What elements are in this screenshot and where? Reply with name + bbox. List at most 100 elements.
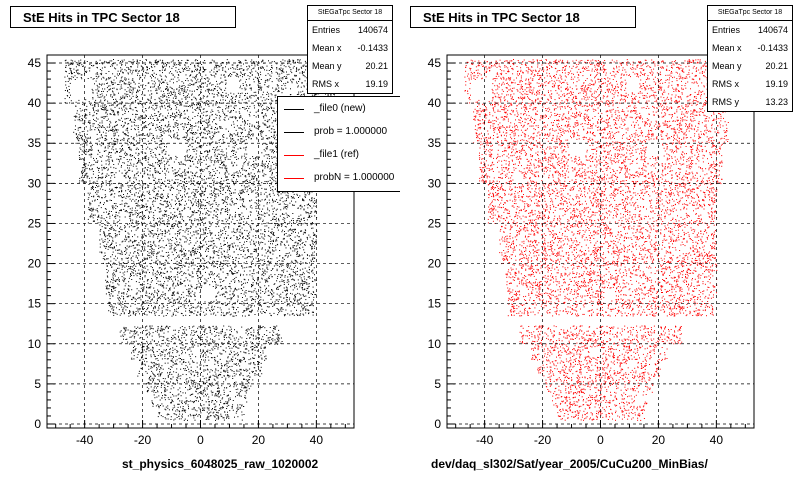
data-point [246, 266, 248, 268]
data-point [291, 197, 293, 199]
data-point [173, 225, 175, 227]
data-point [98, 196, 100, 198]
data-point [204, 334, 206, 336]
data-point [209, 384, 211, 386]
data-point [123, 274, 125, 276]
data-point [107, 288, 109, 290]
data-point [89, 192, 91, 194]
data-point [231, 347, 233, 349]
data-point [108, 310, 110, 312]
data-point [205, 369, 207, 371]
data-point [251, 299, 253, 301]
data-point [180, 375, 182, 377]
data-point [134, 331, 136, 333]
data-point [198, 286, 200, 288]
data-point [289, 265, 291, 267]
data-point [155, 222, 157, 224]
data-point [191, 307, 192, 309]
data-point [211, 384, 213, 386]
data-point [122, 292, 124, 294]
data-point [185, 403, 187, 405]
data-point [220, 261, 222, 263]
data-point [176, 252, 177, 254]
data-point [140, 264, 141, 266]
data-point [187, 349, 189, 351]
data-point [204, 232, 206, 234]
data-point [208, 327, 210, 328]
data-point [235, 315, 237, 317]
data-point [207, 408, 209, 410]
data-point [173, 294, 175, 296]
data-point [137, 344, 139, 345]
data-point [280, 293, 282, 295]
data-point [189, 237, 191, 239]
data-point [247, 328, 249, 330]
data-point [202, 327, 204, 329]
data-point [105, 279, 107, 281]
data-point [210, 338, 211, 340]
data-point [206, 418, 208, 420]
data-point [296, 235, 298, 237]
data-point [247, 249, 248, 251]
data-point [149, 287, 151, 289]
data-point [243, 304, 245, 306]
data-point [182, 291, 184, 293]
data-point [168, 230, 170, 232]
data-point [193, 306, 195, 308]
data-point [282, 308, 284, 310]
data-point [206, 266, 208, 268]
data-point [287, 253, 289, 254]
data-point [235, 396, 236, 398]
data-point [160, 283, 162, 285]
data-point [121, 241, 123, 243]
data-point [159, 246, 161, 248]
data-point [313, 233, 315, 235]
data-point [226, 403, 228, 405]
data-point [182, 332, 183, 334]
data-point [173, 276, 175, 278]
data-point [286, 290, 288, 292]
data-point [198, 270, 200, 272]
data-point [168, 277, 170, 279]
data-point [177, 235, 178, 237]
data-point [312, 286, 314, 288]
data-point [294, 229, 296, 231]
data-point [127, 236, 129, 238]
data-point [124, 328, 126, 330]
data-point [256, 272, 258, 274]
data-point [218, 410, 220, 411]
data-point [237, 254, 239, 256]
data-point [208, 211, 210, 212]
data-point [264, 261, 266, 262]
data-point [176, 379, 178, 381]
data-point [148, 297, 150, 299]
data-point [251, 284, 253, 285]
data-point [291, 261, 293, 263]
data-point [162, 305, 164, 307]
data-point [191, 311, 193, 313]
data-point [178, 272, 180, 274]
data-point [198, 414, 200, 415]
data-point [307, 254, 309, 256]
data-point [239, 219, 241, 221]
data-point [208, 407, 210, 409]
data-point [296, 261, 298, 263]
data-point [216, 251, 218, 252]
data-point [120, 209, 122, 211]
data-point [129, 311, 131, 313]
data-point [277, 264, 279, 266]
data-point [153, 365, 155, 367]
data-point [304, 244, 306, 245]
data-point [147, 391, 149, 393]
data-point [238, 338, 240, 340]
data-point [173, 413, 175, 415]
data-point [144, 314, 146, 315]
data-point [275, 299, 277, 301]
data-point [209, 284, 211, 286]
data-point [188, 293, 190, 295]
data-point [187, 258, 189, 260]
data-point [214, 416, 216, 418]
data-point [278, 285, 280, 287]
data-point [159, 261, 161, 263]
data-point [162, 405, 164, 407]
